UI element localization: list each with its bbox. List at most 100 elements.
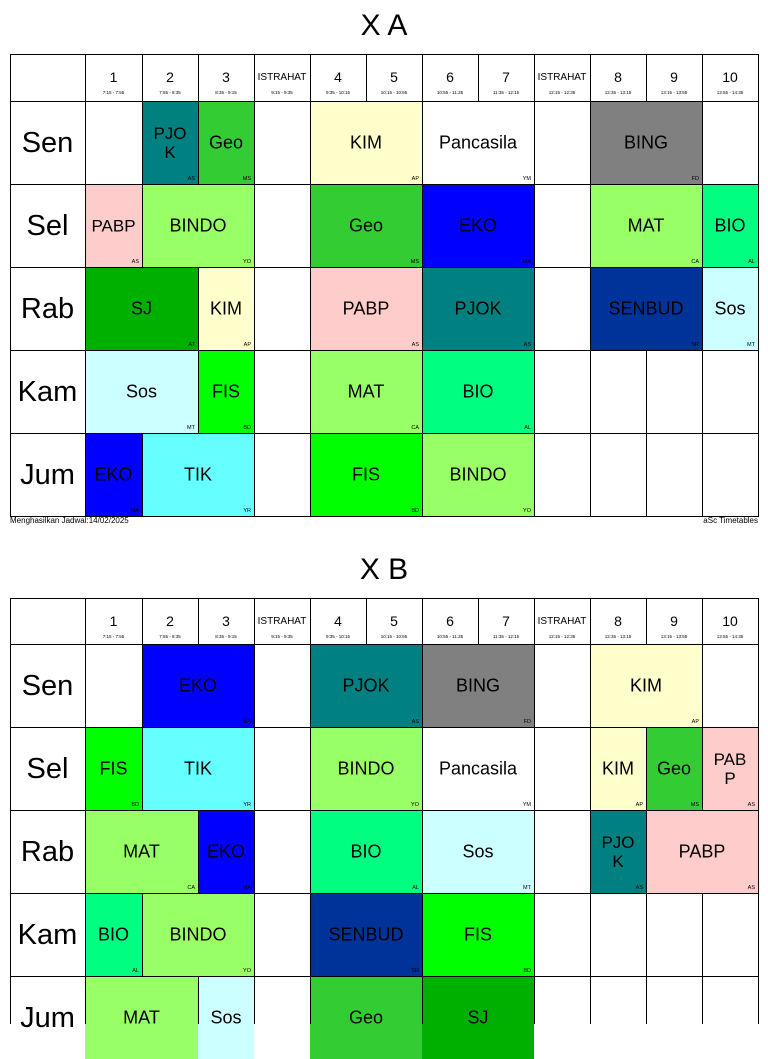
period-time: 11:35 - 12:15 xyxy=(492,634,520,639)
lesson-cell[interactable]: MAT CA xyxy=(85,810,198,893)
lesson-cell[interactable]: Sos MT xyxy=(85,350,198,433)
grid-line xyxy=(10,54,759,55)
grid-line xyxy=(310,976,311,1024)
lesson-cell[interactable]: EKO MA xyxy=(85,433,142,516)
grid-line xyxy=(590,976,591,1024)
lesson-cell[interactable]: BINDO YO xyxy=(142,893,254,976)
period-header: 8 12:35 - 13:15 xyxy=(590,54,646,101)
grid-line xyxy=(198,54,199,101)
lesson-teacher: AP xyxy=(691,719,699,725)
grid-line xyxy=(702,267,703,350)
grid-line xyxy=(422,184,423,267)
grid-line xyxy=(310,101,311,184)
lesson-cell[interactable]: BINDO YO xyxy=(422,433,534,516)
lesson-cell[interactable]: PABP AS xyxy=(85,184,142,267)
lesson-cell[interactable]: EKO MA xyxy=(422,184,534,267)
lesson-subject: Geo xyxy=(348,1007,384,1027)
lesson-cell[interactable]: PABP AS xyxy=(702,727,758,810)
lesson-cell[interactable]: PABP AS xyxy=(310,267,422,350)
day-label-cell: Rab xyxy=(10,267,85,350)
grid-line xyxy=(534,350,535,433)
day-label-cell: Sel xyxy=(10,727,85,810)
lesson-cell[interactable]: Pancasila YM xyxy=(422,101,534,184)
lesson-cell[interactable]: FIS BD xyxy=(85,727,142,810)
lesson-subject: EKO xyxy=(458,215,497,235)
period-time: 13:55 - 14:35 xyxy=(716,90,744,95)
lesson-cell[interactable]: MAT CA xyxy=(590,184,702,267)
lesson-cell[interactable]: Geo MS xyxy=(310,184,422,267)
lesson-cell[interactable]: SENBUD SR xyxy=(310,893,422,976)
lesson-cell[interactable]: PJOK AS xyxy=(310,644,422,727)
lesson-cell[interactable]: Sos xyxy=(198,976,254,1059)
lesson-cell[interactable]: Sos MT xyxy=(702,267,758,350)
lesson-subject: Geo xyxy=(208,132,244,152)
lesson-cell[interactable]: SJ AT xyxy=(85,267,198,350)
lesson-cell[interactable]: FIS BD xyxy=(310,433,422,516)
lesson-cell[interactable]: FIS BD xyxy=(198,350,254,433)
grid-line xyxy=(702,350,703,433)
lesson-subject: PJOK xyxy=(342,675,390,695)
lesson-cell[interactable]: BINDO YO xyxy=(142,184,254,267)
lesson-cell[interactable]: PJOK AS xyxy=(590,810,646,893)
lesson-cell[interactable]: SJ xyxy=(422,976,534,1059)
lesson-cell[interactable]: MAT CA xyxy=(310,350,422,433)
lesson-cell[interactable]: BING FD xyxy=(590,101,702,184)
lesson-cell[interactable]: KIM AP xyxy=(590,727,646,810)
lesson-subject: TIK xyxy=(183,758,212,778)
lesson-cell[interactable]: SENBUD SR xyxy=(590,267,702,350)
lesson-teacher: SR xyxy=(691,342,699,348)
lesson-cell[interactable]: KIM AP xyxy=(198,267,254,350)
grid-line xyxy=(646,350,647,433)
period-number: 3 xyxy=(222,69,230,85)
lesson-cell[interactable]: Sos MT xyxy=(422,810,534,893)
period-time: 9:15 - 9:35 xyxy=(271,634,293,639)
lesson-cell[interactable]: KIM AP xyxy=(310,101,422,184)
grid-line xyxy=(590,810,591,893)
period-header: 4 9:35 - 10:15 xyxy=(310,54,366,101)
grid-line xyxy=(142,598,143,644)
lesson-subject: BING xyxy=(623,132,668,152)
lesson-subject: SJ xyxy=(130,298,152,318)
lesson-cell[interactable]: Geo xyxy=(310,976,422,1059)
lesson-cell[interactable]: BIO AL xyxy=(310,810,422,893)
lesson-cell[interactable]: EKO MA xyxy=(142,644,254,727)
grid-line xyxy=(310,598,311,644)
period-number: ISTRAHAT xyxy=(537,72,587,83)
grid-line xyxy=(478,598,479,644)
grid-line xyxy=(10,727,759,728)
lesson-teacher: MA xyxy=(130,508,139,514)
grid-line xyxy=(10,267,759,268)
grid-line xyxy=(590,184,591,267)
lesson-subject: BIO xyxy=(714,215,746,235)
lesson-cell[interactable]: PJOK AS xyxy=(422,267,534,350)
lesson-cell[interactable]: BIO AL xyxy=(85,893,142,976)
grid-line xyxy=(534,644,535,727)
lesson-cell[interactable]: PJOK AS xyxy=(142,101,198,184)
lesson-cell[interactable]: TIK YR xyxy=(142,433,254,516)
lesson-cell[interactable]: KIM AP xyxy=(590,644,702,727)
grid-line xyxy=(590,727,591,810)
lesson-cell[interactable]: Geo MS xyxy=(646,727,702,810)
lesson-cell[interactable]: FIS BD xyxy=(422,893,534,976)
lesson-cell[interactable]: TIK YR xyxy=(142,727,254,810)
lesson-cell[interactable]: MAT xyxy=(85,976,198,1059)
lesson-cell[interactable]: Geo MS xyxy=(198,101,254,184)
grid-line xyxy=(646,433,647,516)
lesson-cell[interactable]: PABP AS xyxy=(646,810,758,893)
lesson-subject: SJ xyxy=(467,1007,489,1027)
grid-line xyxy=(590,101,591,184)
day-label-cell: Kam xyxy=(10,893,85,976)
lesson-cell[interactable]: BING FD xyxy=(422,644,534,727)
lesson-cell[interactable]: BIO AL xyxy=(422,350,534,433)
lesson-teacher: YO xyxy=(243,968,251,974)
grid-line xyxy=(10,893,759,894)
lesson-cell[interactable]: Pancasila YM xyxy=(422,727,534,810)
lesson-teacher: AL xyxy=(412,885,419,891)
grid-line xyxy=(310,184,311,267)
lesson-cell[interactable]: BIO AL xyxy=(702,184,758,267)
period-header: ISTRAHAT 9:15 - 9:35 xyxy=(254,598,310,644)
lesson-subject: EKO xyxy=(178,675,217,695)
lesson-subject: SENBUD xyxy=(328,924,404,944)
lesson-cell[interactable]: BINDO YO xyxy=(310,727,422,810)
lesson-cell[interactable]: EKO MA xyxy=(198,810,254,893)
